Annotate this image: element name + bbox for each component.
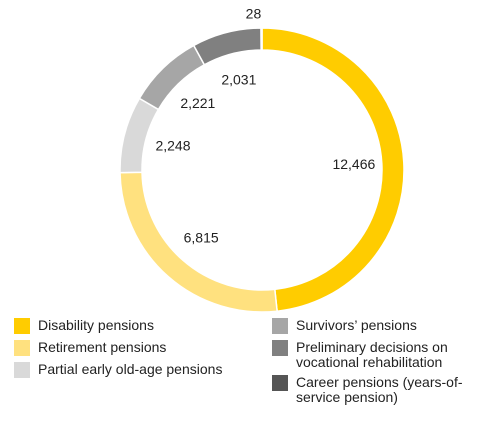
- legend-swatch: [272, 318, 288, 334]
- legend-label: Disability pensions: [38, 317, 154, 333]
- legend-label: Partial early old-age pensions: [38, 361, 223, 377]
- donut-segment: [260, 27, 263, 51]
- legend-item: Partial early old-age pensions: [14, 362, 222, 378]
- legend-label: Career pensions (years-of-service pensio…: [296, 374, 463, 405]
- donut-segment: [119, 97, 160, 174]
- legend-item: Career pensions (years-of-service pensio…: [272, 375, 482, 405]
- legend-item: Disability pensions: [14, 318, 154, 334]
- legend-swatch: [14, 318, 30, 334]
- donut: 12,466 6,815 2,248 2,221 2,031 28: [119, 6, 405, 313]
- legend-swatch: [272, 375, 288, 391]
- donut-segment: [192, 27, 262, 66]
- data-label: 6,815: [184, 230, 219, 246]
- legend-item: Preliminary decisions on vocational reha…: [272, 340, 482, 370]
- legend-item: Retirement pensions: [14, 340, 166, 356]
- data-label: 2,031: [221, 72, 256, 88]
- legend-label: Retirement pensions: [38, 339, 167, 355]
- legend-label: Preliminary decisions on vocational reha…: [296, 339, 448, 370]
- legend-swatch: [272, 340, 288, 356]
- legend-item: Survivors’ pensions: [272, 318, 482, 334]
- legend-swatch: [14, 340, 30, 356]
- legend-swatch: [14, 362, 30, 378]
- data-label: 2,248: [155, 137, 190, 153]
- data-label: 2,221: [180, 95, 215, 111]
- data-label: 28: [246, 6, 262, 22]
- data-label: 12,466: [332, 156, 375, 172]
- legend-label: Survivors’ pensions: [296, 317, 417, 333]
